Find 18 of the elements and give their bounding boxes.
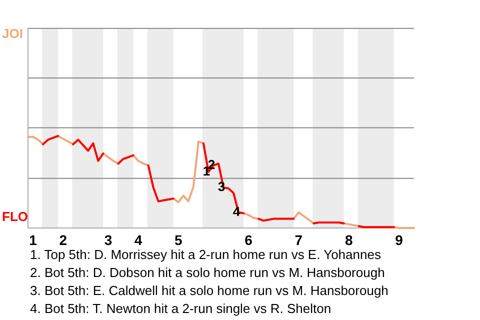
annotation: 3 xyxy=(218,178,226,194)
annotation: 4 xyxy=(232,204,241,219)
annotation: 1 xyxy=(202,163,210,178)
text: JOI xyxy=(2,26,23,41)
text: 1. Top 5th: D. Morrissey hit a 2-run home run vs E. Yohannes xyxy=(30,247,382,262)
x-tick-label: 7 xyxy=(294,232,303,248)
text: 4. Bot 5th: T. Newton hit a 2-run single vs R. Shelton xyxy=(30,301,332,316)
x-tick-label: 8 xyxy=(344,232,353,248)
x-tick-label: 5 xyxy=(174,232,182,248)
x-tick-label: 6 xyxy=(244,232,253,248)
text: FLO xyxy=(2,209,28,224)
x-tick-label: 1 xyxy=(29,232,38,248)
x-tick-label: 3 xyxy=(104,232,112,248)
text: 2. Bot 5th: D. Dobson hit a solo home run vs M. Hansborough xyxy=(30,265,385,280)
text: 3. Bot 5th: E. Caldwell hit a solo home run vs M. Hansborough xyxy=(30,283,388,298)
x-tick-label: 9 xyxy=(395,232,404,248)
x-tick-label: 2 xyxy=(59,232,68,248)
x-tick-label: 4 xyxy=(134,232,142,248)
